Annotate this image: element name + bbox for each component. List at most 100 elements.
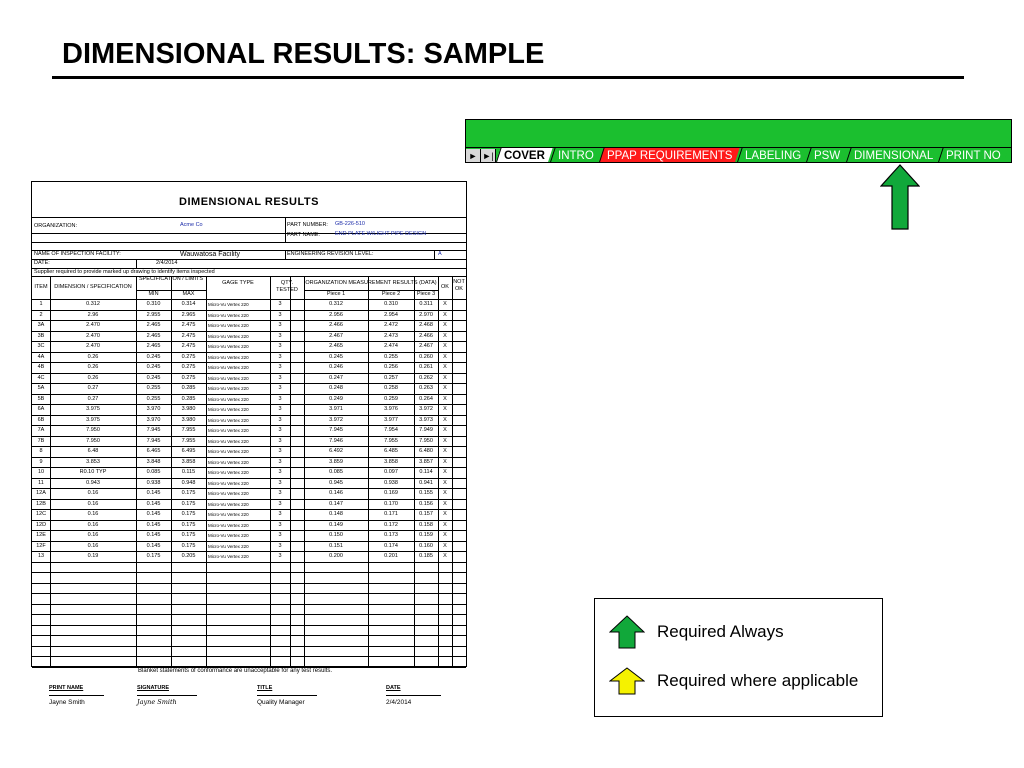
grid-line xyxy=(32,268,466,269)
grid-line xyxy=(32,530,466,531)
cell: 0.275 xyxy=(181,364,196,370)
cell: Micro-Vu Vertex 220 xyxy=(208,501,249,507)
cell: 12B xyxy=(36,500,46,507)
cell: 3.972 xyxy=(419,406,433,412)
cell: 3 xyxy=(278,542,282,549)
cell: X xyxy=(443,332,447,339)
grid-line xyxy=(32,393,466,395)
cell: 6A xyxy=(37,406,45,412)
grid-line xyxy=(136,259,137,268)
tab-label: DIMENSIONAL xyxy=(853,150,933,162)
cell: X xyxy=(443,490,447,496)
cell: 6.48 xyxy=(87,448,99,454)
grid-line xyxy=(32,242,466,243)
cell: X xyxy=(443,364,447,370)
cell: 3.970 xyxy=(146,416,161,423)
cell: 3.975 xyxy=(86,416,100,423)
cell: 3 xyxy=(278,395,282,402)
cell: 3 xyxy=(278,469,282,475)
tab-cover[interactable]: COVER xyxy=(495,148,553,162)
cell: 6.485 xyxy=(384,448,398,454)
cell: 0.145 xyxy=(146,542,161,549)
cell: 2.467 xyxy=(329,332,343,339)
cell: 3 xyxy=(278,490,282,496)
part-name-value: END PLATE W/LIGHT PIPE DESIGN xyxy=(335,231,427,237)
cell: 0.175 xyxy=(181,521,196,528)
legend-box: Required Always Required where applicabl… xyxy=(594,598,883,717)
cell: Micro-Vu Vertex 220 xyxy=(208,438,249,444)
header-item: ITEM xyxy=(34,284,48,290)
cell: 0.310 xyxy=(146,301,161,307)
cell: 2.475 xyxy=(181,322,196,328)
signature-block: PRINT NAME SIGNATURE TITLE DATE Jayne Smith J… xyxy=(49,685,452,709)
grid-line xyxy=(32,614,466,615)
cell: 0.173 xyxy=(384,532,398,538)
tab-label: COVER xyxy=(504,150,545,162)
cell: 3 xyxy=(278,322,282,328)
header-ok: OK xyxy=(441,284,449,290)
cell: 2.473 xyxy=(384,332,398,339)
cell: 0.312 xyxy=(86,301,100,307)
green-arrow-icon xyxy=(609,615,645,649)
signature-line xyxy=(257,695,317,696)
cell: 0.157 xyxy=(419,511,433,517)
title-underline xyxy=(52,76,964,79)
cell: 3 xyxy=(278,427,282,433)
cell: 0.255 xyxy=(146,385,161,391)
cell: 7.955 xyxy=(384,437,398,444)
cell: 2.470 xyxy=(86,322,100,328)
date-label: DATE: xyxy=(34,260,50,266)
cell: 3A xyxy=(37,322,45,328)
cell: 0.160 xyxy=(419,542,433,549)
cell: 2.466 xyxy=(329,322,343,328)
cell: Micro-Vu Vertex 220 xyxy=(208,428,249,433)
cell: 7.945 xyxy=(146,427,161,433)
revision-label: ENGINEERING REVISION LEVEL: xyxy=(287,251,374,257)
grid-line xyxy=(304,276,305,667)
cell: 3.853 xyxy=(86,458,100,465)
grid-line xyxy=(136,276,137,667)
grid-line xyxy=(452,276,453,667)
cell: Micro-Vu Vertex 220 xyxy=(208,344,249,349)
cell: 0.311 xyxy=(419,301,433,307)
cell: 2.465 xyxy=(146,322,161,328)
cell: 3.857 xyxy=(419,458,433,465)
cell: 6.480 xyxy=(419,448,433,454)
scroll-last-icon[interactable]: ►| xyxy=(481,149,496,162)
signature-line xyxy=(137,695,197,696)
cell: 0.255 xyxy=(384,353,398,360)
cell: 0.175 xyxy=(181,511,196,517)
cell: 0.145 xyxy=(146,521,161,528)
header-qty: QTY. TESTED xyxy=(276,280,298,293)
cell: Micro-Vu Vertex 220 xyxy=(208,543,249,549)
cell: 8 xyxy=(39,448,43,454)
tab-intro[interactable]: INTRO xyxy=(549,148,602,162)
tab-print-no[interactable]: PRINT NO xyxy=(937,148,1009,162)
cell: 3 xyxy=(278,521,282,528)
tab-ppap-requirements[interactable]: PPAP REQUIREMENTS xyxy=(598,148,740,162)
sig-signature: Jayne Smith xyxy=(137,698,177,706)
cell: 3.848 xyxy=(146,458,161,465)
cell: X xyxy=(443,458,447,465)
cell: X xyxy=(443,521,447,528)
cell: 0.171 xyxy=(384,511,398,517)
tab-psw[interactable]: PSW xyxy=(805,148,849,162)
cell: X xyxy=(443,322,447,328)
scroll-right-icon[interactable]: ► xyxy=(466,149,481,162)
cell: 0.257 xyxy=(384,374,398,381)
tab-labeling[interactable]: LABELING xyxy=(736,148,810,162)
cell: 0.175 xyxy=(146,553,161,559)
cell: 2.970 xyxy=(419,311,433,318)
tab-dimensional[interactable]: DIMENSIONAL xyxy=(845,148,941,162)
grid-line xyxy=(270,276,271,667)
cell: 12A xyxy=(36,490,46,496)
cell: 0.145 xyxy=(146,490,161,496)
cell: 0.945 xyxy=(329,479,343,486)
cell: 2.470 xyxy=(86,343,100,349)
header-min: MIN xyxy=(148,291,159,297)
cell: Micro-Vu Vertex 220 xyxy=(208,375,249,381)
cell: X xyxy=(443,448,447,454)
grid-line xyxy=(285,217,286,242)
yellow-arrow-icon xyxy=(609,667,645,695)
cell: 3 xyxy=(278,301,282,307)
